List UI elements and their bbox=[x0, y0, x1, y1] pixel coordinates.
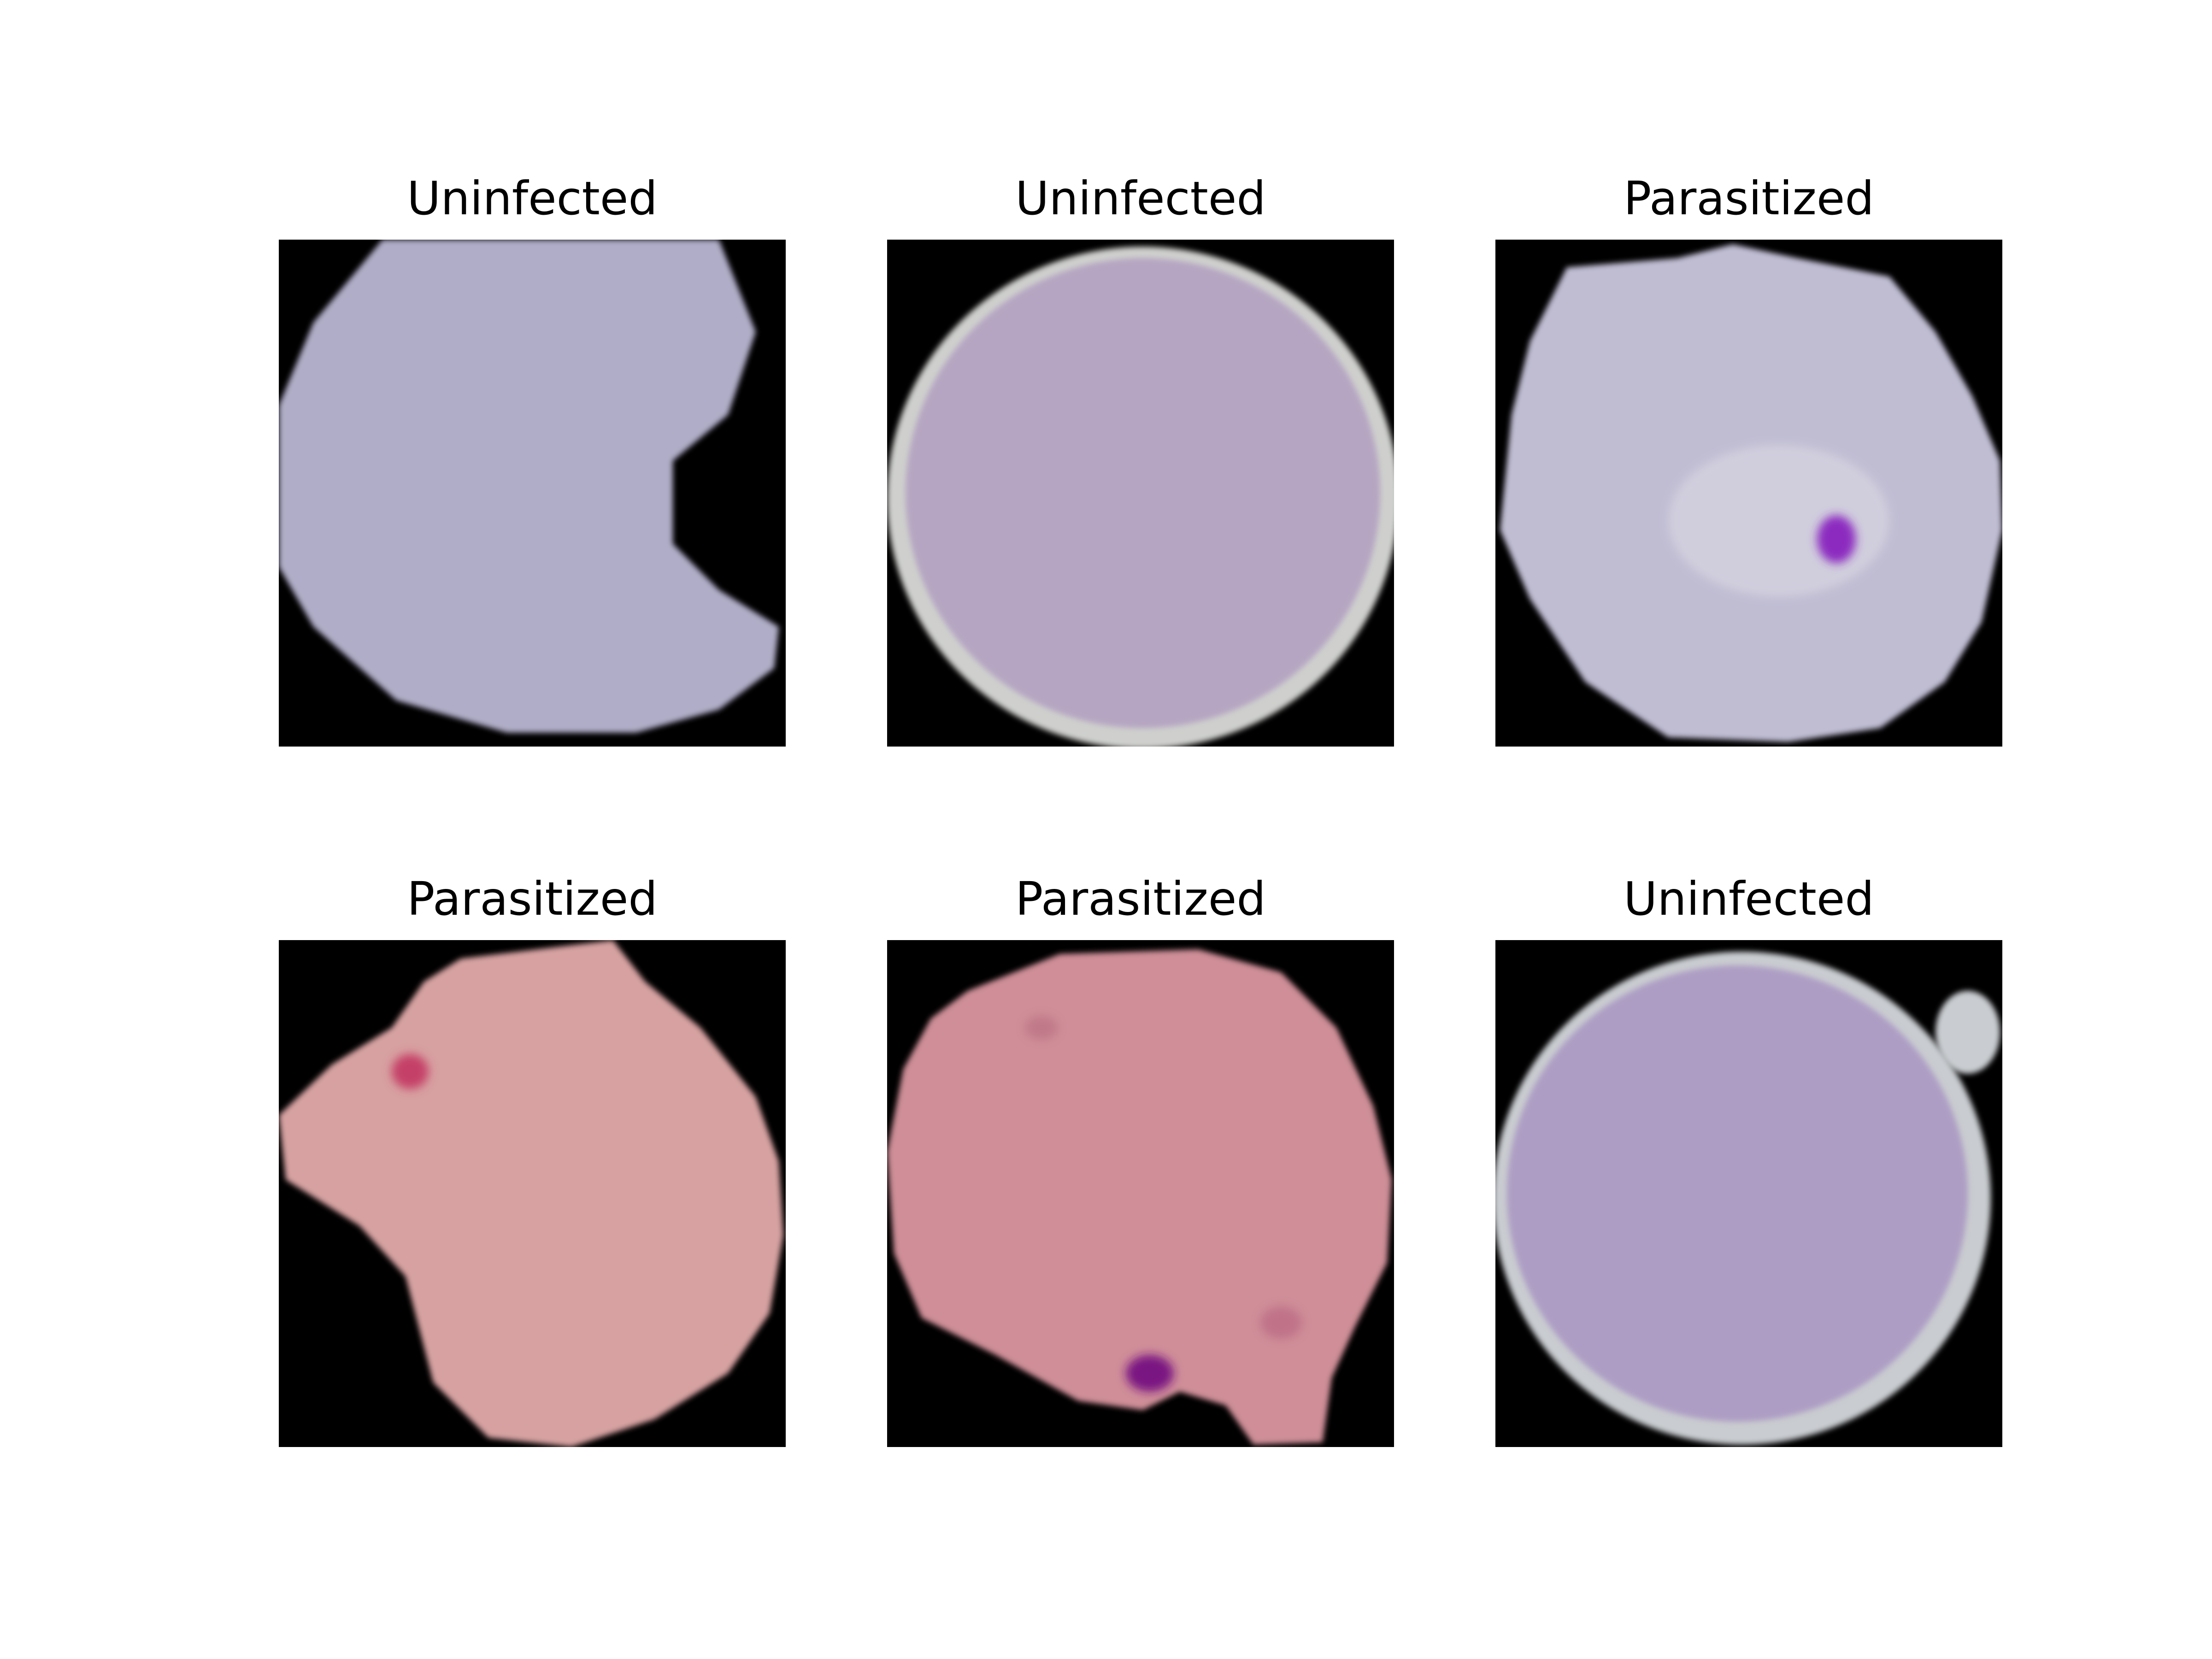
panel-title: Parasitized bbox=[1015, 872, 1266, 926]
panel-title: Parasitized bbox=[407, 872, 658, 926]
cell-stain bbox=[1260, 1306, 1302, 1339]
panel-title: Uninfected bbox=[1015, 171, 1266, 225]
cell-image-inner bbox=[1507, 965, 1968, 1422]
panel-3: Parasitized bbox=[1495, 171, 2002, 747]
parasite-spot bbox=[1126, 1355, 1174, 1392]
panel-title: Parasitized bbox=[1624, 171, 1874, 225]
panel-4: Parasitized bbox=[279, 872, 786, 1447]
panel-title: Uninfected bbox=[407, 171, 658, 225]
cell-stain bbox=[1025, 1016, 1058, 1039]
panel-title: Uninfected bbox=[1624, 872, 1874, 926]
cell-image bbox=[279, 240, 779, 733]
parasite-spot bbox=[1817, 515, 1856, 563]
cell-protrusion bbox=[1936, 991, 2000, 1074]
panel-1: Uninfected bbox=[279, 171, 786, 747]
panel-2: Uninfected bbox=[887, 171, 1394, 747]
cell-image-inner bbox=[906, 258, 1380, 728]
panel-6: Uninfected bbox=[1495, 872, 2002, 1447]
cell-vacuole bbox=[1668, 445, 1889, 597]
panel-5: Parasitized bbox=[887, 872, 1394, 1447]
parasite-spot bbox=[392, 1054, 429, 1089]
